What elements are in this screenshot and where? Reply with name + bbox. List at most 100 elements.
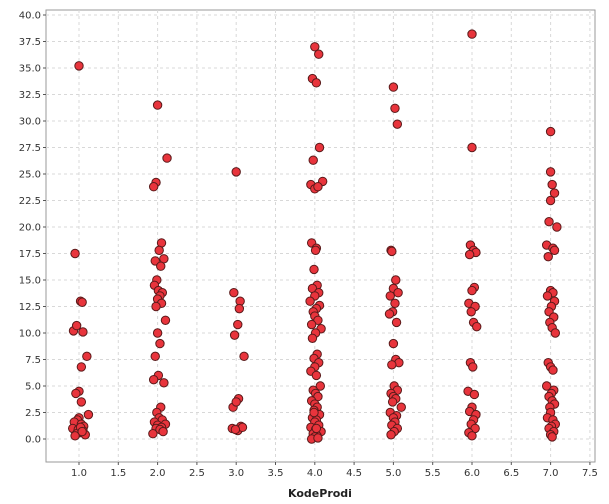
scatter-point [390,298,400,309]
scatter-point [158,426,168,437]
scatter-point [77,426,87,437]
y-tick-label: 2.5 [25,408,41,419]
scatter-point [547,179,557,190]
scatter-point [309,264,319,275]
scatter-point [311,423,322,434]
scatter-point [151,301,161,312]
scatter-point [71,388,81,399]
scatter-point [74,61,84,71]
x-tick-label: 7.5 [582,468,598,479]
scatter-point [545,126,556,137]
scatter-point [544,217,554,227]
x-tick-label: 5.0 [385,468,401,479]
y-tick-label: 5.0 [25,382,41,393]
scatter-point [314,142,325,153]
scatter-point [466,307,476,317]
scatter-point [71,320,82,331]
scatter-point [467,29,477,39]
scatter-point [545,167,556,177]
scatter-point [543,251,553,262]
scatter-point [152,100,163,110]
scatter-point [313,433,323,443]
scatter-point [552,222,562,232]
scatter-point [311,370,322,381]
scatter-point [230,424,241,435]
x-axis-title: KodeProdi [288,487,352,500]
y-tick-label: 32.5 [19,90,41,101]
scatter-point [154,245,164,256]
scatter-point [305,296,315,306]
x-tick-label: 5.5 [425,468,441,479]
scatter-point [393,288,403,298]
scatter-point [150,351,160,362]
scatter-point [310,42,320,52]
scatter-point [467,285,477,296]
scatter-point [545,195,556,206]
scatter-point [313,182,323,192]
scatter-point [231,397,241,407]
y-tick-label: 15.0 [19,276,41,287]
scatter-point [70,431,80,441]
scatter-point [547,432,557,442]
y-tick-label: 37.5 [19,37,41,48]
scatter-point [550,328,561,338]
scatter-point [148,429,158,439]
scatter-point [229,330,240,340]
scatter-point [387,246,397,257]
y-tick-label: 22.5 [19,196,41,207]
scatter-point [311,78,322,88]
scatter-point [388,82,399,92]
scatter-point [314,49,324,59]
x-tick-label: 4.0 [307,468,323,479]
x-tick-label: 3.0 [228,468,244,479]
scatter-point [159,378,169,388]
scatter-point [384,309,395,319]
scatter-point [387,397,398,407]
x-tick-label: 6.5 [503,468,519,479]
scatter-point [467,142,477,153]
scatter-point [542,291,553,301]
scatter-point [313,315,323,325]
y-tick-label: 12.5 [19,302,41,313]
scatter-point [541,381,552,391]
scatter-point [70,248,80,259]
scatter-point [83,409,94,420]
y-tick-label: 40.0 [19,11,41,22]
scatter-point [82,351,92,362]
x-axis: 1.0 1.5 2.0 2.5 3.0 3.5 4.0 4.5 5.0 5.5 6.0 6.5 7.0 7… [71,462,598,479]
x-tick-label: 2.0 [150,468,166,479]
scatter-point [391,275,401,285]
x-tick-label: 7.0 [543,468,559,479]
scatter-point [231,167,241,177]
scatter-point [307,333,318,343]
scatter-point [239,351,249,362]
scatter-point [472,321,482,332]
scatter-point [549,245,560,256]
y-tick-label: 20.0 [19,223,41,234]
scatter-point [148,374,159,385]
scatter-point [469,389,480,400]
x-tick-label: 1.0 [71,468,87,479]
x-tick-label: 3.5 [268,468,284,479]
scatter-point [385,291,395,301]
scatter-point [160,315,171,325]
y-axis: 0.0 2.5 5.0 7.5 10.0 12.5 15.0 17.5 20.0 22.5 25.0… [19,11,46,446]
scatter-point [388,338,399,349]
scatter-point [391,317,402,328]
scatter-point [310,245,321,256]
y-tick-label: 17.5 [19,249,41,260]
y-tick-label: 35.0 [19,64,41,75]
scatter-point [467,431,477,441]
scatter-point [148,182,159,192]
y-tick-label: 10.0 [19,329,41,340]
scatter-point [162,153,172,163]
scatter-point [76,362,87,372]
x-tick-label: 2.5 [189,468,205,479]
scatter-point [155,338,165,349]
scatter-point [234,303,245,314]
grid-lines [46,10,595,462]
data-points [68,29,562,444]
scatter-point [464,249,475,260]
scatter-point [306,319,317,330]
scatter-point [152,328,163,338]
